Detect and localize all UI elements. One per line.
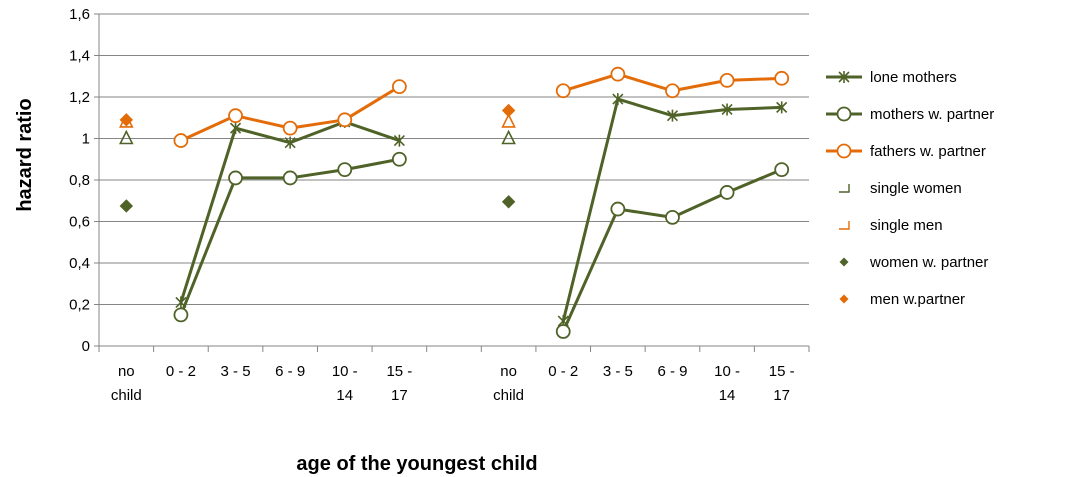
legend-label: men w.partner <box>870 291 965 308</box>
x-tick-label: 14 <box>719 387 736 404</box>
data-point <box>173 133 189 148</box>
y-tick-label: 1,4 <box>69 48 90 65</box>
data-point <box>501 195 516 209</box>
data-point <box>119 129 134 145</box>
legend-marker <box>839 184 850 193</box>
data-point <box>393 134 405 147</box>
x-tick-labels: no child 0 - 2 3 - 5 6 - 9 10 - 14 15 - 17 no chil… <box>111 363 795 404</box>
x-tick-label: 17 <box>773 387 790 404</box>
x-tick-label: 15 - <box>386 363 412 380</box>
legend-marker <box>838 71 850 83</box>
x-tick-label: 0 - 2 <box>548 363 578 380</box>
y-tick-label: 0,4 <box>69 255 90 272</box>
data-point <box>665 83 680 99</box>
data-point <box>555 324 571 339</box>
data-point <box>610 201 626 217</box>
y-tick-label: 1,6 <box>69 6 90 23</box>
legend-label: mothers w. partner <box>870 106 994 123</box>
legend-marker <box>836 143 852 159</box>
series-women-w-partner <box>119 195 516 213</box>
x-tick-label: 17 <box>391 387 408 404</box>
y-axis-title: hazard ratio <box>14 98 36 211</box>
legend-label: single men <box>870 217 943 234</box>
axes <box>94 13 810 352</box>
series-line <box>179 120 401 304</box>
y-tick-label: 0,8 <box>69 172 90 189</box>
data-point <box>665 209 680 225</box>
data-point <box>284 136 296 149</box>
data-point <box>555 83 571 99</box>
data-point <box>612 93 624 106</box>
legend-marker <box>836 106 852 122</box>
x-tick-label: 6 - 9 <box>657 363 687 380</box>
legend-item: fathers w. partner <box>826 143 986 160</box>
x-tick-label: 3 - 5 <box>221 363 251 380</box>
data-point <box>119 199 134 213</box>
legend-label: lone mothers <box>870 69 957 86</box>
grid-lines <box>99 13 809 305</box>
x-tick-label: 6 - 9 <box>275 363 305 380</box>
data-point <box>774 70 790 86</box>
series-fathers-w-partner <box>173 66 790 148</box>
data-point <box>173 307 189 323</box>
data-point <box>719 185 735 200</box>
series-lone-mothers <box>175 93 788 328</box>
data-point <box>501 103 516 118</box>
y-tick-label: 1,2 <box>69 89 90 106</box>
legend-item: men w.partner <box>839 291 965 308</box>
data-point <box>774 162 790 178</box>
x-tick-label: 15 - <box>769 363 795 380</box>
x-tick-label: no <box>118 363 135 380</box>
legend-item: single women <box>839 180 962 197</box>
data-point <box>282 170 298 186</box>
legend-item: lone mothers <box>826 69 957 86</box>
y-tick-label: 0 <box>82 338 90 355</box>
y-tick-labels: 0 0,2 0,4 0,6 0,8 1 1,2 1,4 1,6 <box>69 6 90 355</box>
data-point <box>501 129 516 145</box>
data-point <box>719 73 735 88</box>
x-tick-label: 10 - <box>332 363 358 380</box>
legend: lone mothers mothers w. partner fathers w.… <box>826 69 994 308</box>
data-point <box>228 108 243 124</box>
data-point <box>391 79 407 95</box>
data-point <box>337 162 353 178</box>
x-tick-label: no <box>500 363 517 380</box>
y-tick-label: 1 <box>82 131 90 148</box>
legend-label: fathers w. partner <box>870 143 986 160</box>
data-point <box>228 170 243 186</box>
legend-label: women w. partner <box>869 254 988 271</box>
legend-item: single men <box>839 217 943 234</box>
series-mothers-w-partner <box>173 151 790 339</box>
x-tick-label: 14 <box>336 387 353 404</box>
series-men-w-partner <box>119 103 516 127</box>
x-tick-label: child <box>493 387 524 404</box>
data-series <box>119 66 790 339</box>
legend-marker <box>839 294 849 304</box>
legend-marker <box>839 221 850 230</box>
x-tick-label: child <box>111 387 142 404</box>
x-tick-label: 3 - 5 <box>603 363 633 380</box>
data-point <box>610 66 626 82</box>
x-tick-label: 10 - <box>714 363 740 380</box>
data-point <box>776 101 788 114</box>
x-axis-title: age of the youngest child <box>296 453 537 475</box>
legend-item: women w. partner <box>839 254 988 271</box>
x-tick-label: 0 - 2 <box>166 363 196 380</box>
legend-marker <box>839 257 849 267</box>
data-point <box>391 151 407 167</box>
series-single-women <box>119 129 516 145</box>
data-point <box>501 113 516 128</box>
legend-label: single women <box>870 180 962 197</box>
y-tick-label: 0,6 <box>69 214 90 231</box>
data-point <box>119 113 134 127</box>
legend-item: mothers w. partner <box>826 106 994 123</box>
data-point <box>337 112 353 128</box>
y-tick-label: 0,2 <box>69 297 90 314</box>
data-point <box>282 120 298 136</box>
data-point <box>229 122 242 135</box>
data-point <box>721 103 733 116</box>
data-point <box>666 109 679 122</box>
